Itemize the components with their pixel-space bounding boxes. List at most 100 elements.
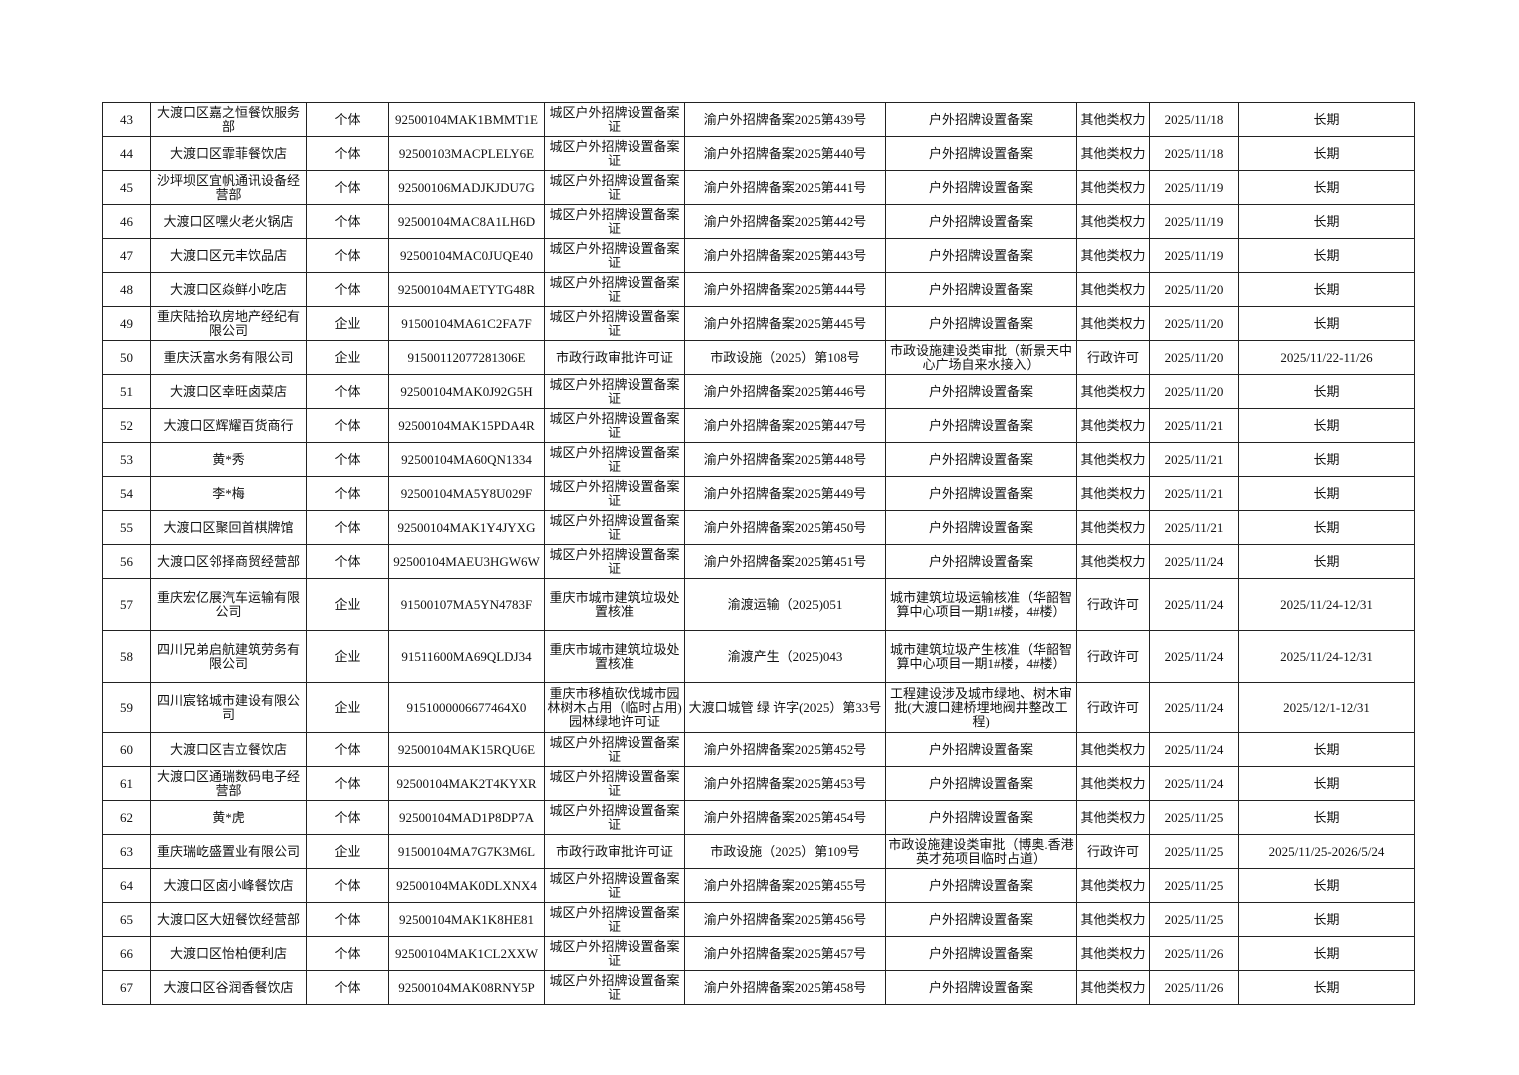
table-row: 62 黄*虎 个体 92500104MAD1P8DP7A 城区户外招牌设置备案证 渝户外招… (102, 800, 1415, 835)
table-row: 43 大渡口区嘉之恒餐饮服务部 个体 92500104MAK1BMMT1E 城区户外招牌… (102, 102, 1415, 137)
cell-entity-name: 重庆宏亿展汽车运输有限公司 (150, 578, 307, 631)
cell-permit-content: 户外招牌设置备案 (885, 510, 1077, 545)
cell-decision-date: 2025/11/25 (1149, 800, 1239, 835)
cell-credit-code: 92500104MAK15PDA4R (388, 408, 545, 443)
cell-permit-content: 户外招牌设置备案 (885, 272, 1077, 307)
cell-row-number: 61 (102, 766, 151, 801)
cell-entity-type: 个体 (306, 766, 389, 801)
cell-certificate-number: 渝户外招牌备案2025第450号 (684, 510, 886, 545)
cell-entity-type: 个体 (306, 800, 389, 835)
cell-certificate-number: 渝户外招牌备案2025第454号 (684, 800, 886, 835)
cell-entity-type: 个体 (306, 732, 389, 767)
table-row: 52 大渡口区辉耀百货商行 个体 92500104MAK15PDA4R 城区户外招牌设置… (102, 408, 1415, 443)
cell-credit-code: 91511600MA69QLDJ34 (388, 630, 545, 683)
cell-permit-category: 其他类权力 (1076, 510, 1150, 545)
cell-entity-name: 大渡口区聚回首棋牌馆 (150, 510, 307, 545)
cell-entity-name: 大渡口区通瑞数码电子经营部 (150, 766, 307, 801)
cell-permit-content: 市政设施建设类审批（新景天中心广场自来水接入） (885, 340, 1077, 375)
cell-credit-code: 92500103MACPLELY6E (388, 136, 545, 171)
cell-permit-category: 其他类权力 (1076, 374, 1150, 409)
cell-validity-period: 长期 (1238, 136, 1415, 171)
cell-decision-date: 2025/11/19 (1149, 170, 1239, 205)
cell-certificate-number: 渝户外招牌备案2025第447号 (684, 408, 886, 443)
cell-certificate-number: 渝户外招牌备案2025第439号 (684, 102, 886, 137)
cell-certificate-name: 重庆市移植砍伐城市园林树木占用（临时占用)园林绿地许可证 (544, 682, 685, 733)
cell-permit-content: 城市建筑垃圾产生核准（华韶智算中心项目一期1#楼，4#楼） (885, 630, 1077, 683)
cell-entity-type: 个体 (306, 936, 389, 971)
table-row: 51 大渡口区幸旺卤菜店 个体 92500104MAK0J92G5H 城区户外招牌设置备… (102, 374, 1415, 409)
cell-validity-period: 长期 (1238, 170, 1415, 205)
cell-decision-date: 2025/11/20 (1149, 374, 1239, 409)
cell-row-number: 56 (102, 544, 151, 579)
cell-permit-category: 其他类权力 (1076, 732, 1150, 767)
cell-validity-period: 长期 (1238, 272, 1415, 307)
cell-entity-name: 李*梅 (150, 476, 307, 511)
cell-certificate-number: 渝户外招牌备案2025第444号 (684, 272, 886, 307)
table-row: 45 沙坪坝区宜帆通讯设备经营部 个体 92500106MADJKJDU7G 城区户外招… (102, 170, 1415, 205)
cell-entity-type: 企业 (306, 578, 389, 631)
cell-certificate-number: 渝渡产生（2025)043 (684, 630, 886, 683)
cell-credit-code: 91500104MA7G7K3M6L (388, 834, 545, 869)
cell-entity-type: 个体 (306, 970, 389, 1005)
cell-permit-category: 其他类权力 (1076, 476, 1150, 511)
cell-certificate-name: 城区户外招牌设置备案证 (544, 238, 685, 273)
cell-validity-period: 长期 (1238, 868, 1415, 903)
cell-entity-name: 重庆瑞屹盛置业有限公司 (150, 834, 307, 869)
table-row: 48 大渡口区焱鲜小吃店 个体 92500104MAETYTG48R 城区户外招牌设置备… (102, 272, 1415, 307)
cell-credit-code: 92500104MAC8A1LH6D (388, 204, 545, 239)
cell-permit-content: 户外招牌设置备案 (885, 800, 1077, 835)
cell-decision-date: 2025/11/19 (1149, 238, 1239, 273)
cell-permit-category: 其他类权力 (1076, 902, 1150, 937)
cell-row-number: 63 (102, 834, 151, 869)
cell-entity-name: 大渡口区幸旺卤菜店 (150, 374, 307, 409)
cell-certificate-number: 渝户外招牌备案2025第441号 (684, 170, 886, 205)
cell-permit-category: 其他类权力 (1076, 800, 1150, 835)
cell-entity-type: 企业 (306, 834, 389, 869)
cell-permit-category: 行政许可 (1076, 682, 1150, 733)
cell-certificate-number: 渝户外招牌备案2025第453号 (684, 766, 886, 801)
table-row: 50 重庆沃富水务有限公司 企业 91500112077281306E 市政行政审批许可… (102, 340, 1415, 375)
cell-row-number: 60 (102, 732, 151, 767)
cell-certificate-name: 城区户外招牌设置备案证 (544, 800, 685, 835)
cell-certificate-name: 城区户外招牌设置备案证 (544, 102, 685, 137)
cell-entity-name: 大渡口区吉立餐饮店 (150, 732, 307, 767)
cell-permit-content: 户外招牌设置备案 (885, 136, 1077, 171)
cell-credit-code: 92500106MADJKJDU7G (388, 170, 545, 205)
table-row: 59 四川宸铭城市建设有限公司 企业 9151000006677464X0 重庆市移植砍… (102, 682, 1415, 733)
cell-validity-period: 长期 (1238, 936, 1415, 971)
cell-entity-type: 企业 (306, 340, 389, 375)
cell-permit-content: 户外招牌设置备案 (885, 936, 1077, 971)
cell-certificate-number: 渝户外招牌备案2025第456号 (684, 902, 886, 937)
cell-certificate-number: 渝户外招牌备案2025第457号 (684, 936, 886, 971)
table-body: 43 大渡口区嘉之恒餐饮服务部 个体 92500104MAK1BMMT1E 城区户外招牌… (102, 102, 1415, 1005)
cell-credit-code: 92500104MAK1CL2XXW (388, 936, 545, 971)
cell-certificate-name: 市政行政审批许可证 (544, 834, 685, 869)
cell-permit-content: 户外招牌设置备案 (885, 902, 1077, 937)
cell-permit-content: 户外招牌设置备案 (885, 306, 1077, 341)
cell-entity-name: 黄*秀 (150, 442, 307, 477)
cell-certificate-name: 城区户外招牌设置备案证 (544, 272, 685, 307)
cell-permit-content: 户外招牌设置备案 (885, 238, 1077, 273)
cell-validity-period: 长期 (1238, 476, 1415, 511)
cell-certificate-name: 城区户外招牌设置备案证 (544, 442, 685, 477)
cell-permit-category: 其他类权力 (1076, 306, 1150, 341)
table-row: 65 大渡口区大妞餐饮经营部 个体 92500104MAK1K8HE81 城区户外招牌设… (102, 902, 1415, 937)
cell-decision-date: 2025/11/21 (1149, 408, 1239, 443)
cell-entity-name: 大渡口区霏菲餐饮店 (150, 136, 307, 171)
cell-decision-date: 2025/11/24 (1149, 732, 1239, 767)
cell-certificate-name: 城区户外招牌设置备案证 (544, 306, 685, 341)
cell-permit-content: 户外招牌设置备案 (885, 374, 1077, 409)
cell-permit-content: 户外招牌设置备案 (885, 970, 1077, 1005)
cell-certificate-number: 渝渡运输（2025)051 (684, 578, 886, 631)
cell-decision-date: 2025/11/18 (1149, 102, 1239, 137)
cell-permit-category: 其他类权力 (1076, 136, 1150, 171)
cell-entity-name: 大渡口区焱鲜小吃店 (150, 272, 307, 307)
cell-permit-category: 其他类权力 (1076, 238, 1150, 273)
cell-permit-category: 行政许可 (1076, 834, 1150, 869)
cell-decision-date: 2025/11/26 (1149, 936, 1239, 971)
cell-permit-category: 其他类权力 (1076, 766, 1150, 801)
cell-decision-date: 2025/11/24 (1149, 766, 1239, 801)
cell-certificate-name: 城区户外招牌设置备案证 (544, 204, 685, 239)
cell-permit-content: 户外招牌设置备案 (885, 204, 1077, 239)
cell-validity-period: 2025/11/24-12/31 (1238, 578, 1415, 631)
